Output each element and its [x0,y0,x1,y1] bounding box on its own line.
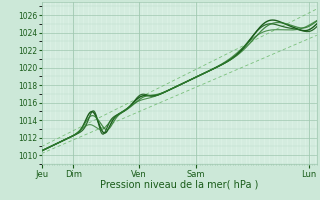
X-axis label: Pression niveau de la mer( hPa ): Pression niveau de la mer( hPa ) [100,180,258,190]
